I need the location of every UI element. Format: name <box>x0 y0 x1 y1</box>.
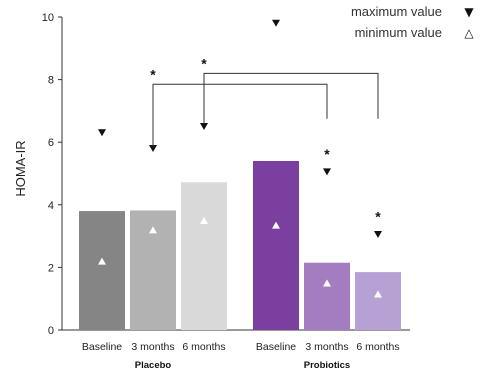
group-label-probiotics: Probiotics <box>304 360 350 371</box>
x-tick-label: 3 months <box>131 341 174 353</box>
x-tick-label: 3 months <box>305 341 348 353</box>
comparison-bracket <box>152 83 328 147</box>
x-tick-label: Baseline <box>82 341 122 353</box>
x-tick-label: 6 months <box>182 341 225 353</box>
open-up-triangle-icon: △ <box>464 26 474 40</box>
min-value-marker <box>374 290 382 298</box>
y-tick-label: 8 <box>48 75 54 87</box>
y-tick-label: 4 <box>48 200 54 212</box>
bar-placebo-baseline <box>79 211 125 330</box>
significance-brackets: ** <box>150 55 379 147</box>
min-value-marker <box>323 279 331 287</box>
y-tick-label: 0 <box>48 325 54 337</box>
min-value-marker <box>149 226 157 234</box>
bar-probiotics-6-months <box>355 272 401 330</box>
max-value-marker <box>149 144 157 152</box>
significance-star: * <box>375 209 381 225</box>
max-value-marker <box>272 19 280 27</box>
markers: ** <box>98 19 382 298</box>
min-value-marker <box>272 221 280 229</box>
bar-probiotics-3-months <box>304 262 350 330</box>
bar-probiotics-baseline <box>253 160 299 330</box>
x-tick-label: Baseline <box>256 341 296 353</box>
y-tick-label: 6 <box>48 137 54 149</box>
legend-label: maximum value <box>351 4 442 19</box>
bar-placebo-6-months <box>181 182 227 330</box>
min-value-marker <box>200 216 208 224</box>
comparison-star: * <box>150 66 156 82</box>
comparison-star: * <box>201 55 207 71</box>
y-tick-label: 2 <box>48 262 54 274</box>
max-value-marker <box>98 129 106 137</box>
bars <box>79 160 401 330</box>
y-tick-label: 10 <box>42 12 54 24</box>
max-value-marker <box>374 231 382 239</box>
x-tick-label: 6 months <box>356 341 399 353</box>
legend: maximum value ▼ minimum value △ <box>351 4 474 40</box>
comparison-bracket <box>203 72 379 124</box>
significance-star: * <box>324 146 330 162</box>
min-value-marker <box>98 257 106 265</box>
legend-label: minimum value <box>355 25 442 40</box>
y-axis-title: HOMA-IR <box>13 140 28 196</box>
filled-down-triangle-icon: ▼ <box>464 5 474 19</box>
max-value-marker <box>200 123 208 131</box>
labels: Baseline 3 months 6 months Placebo Baseline 3… <box>82 341 400 371</box>
group-label-placebo: Placebo <box>135 360 172 371</box>
max-value-marker <box>323 168 331 176</box>
